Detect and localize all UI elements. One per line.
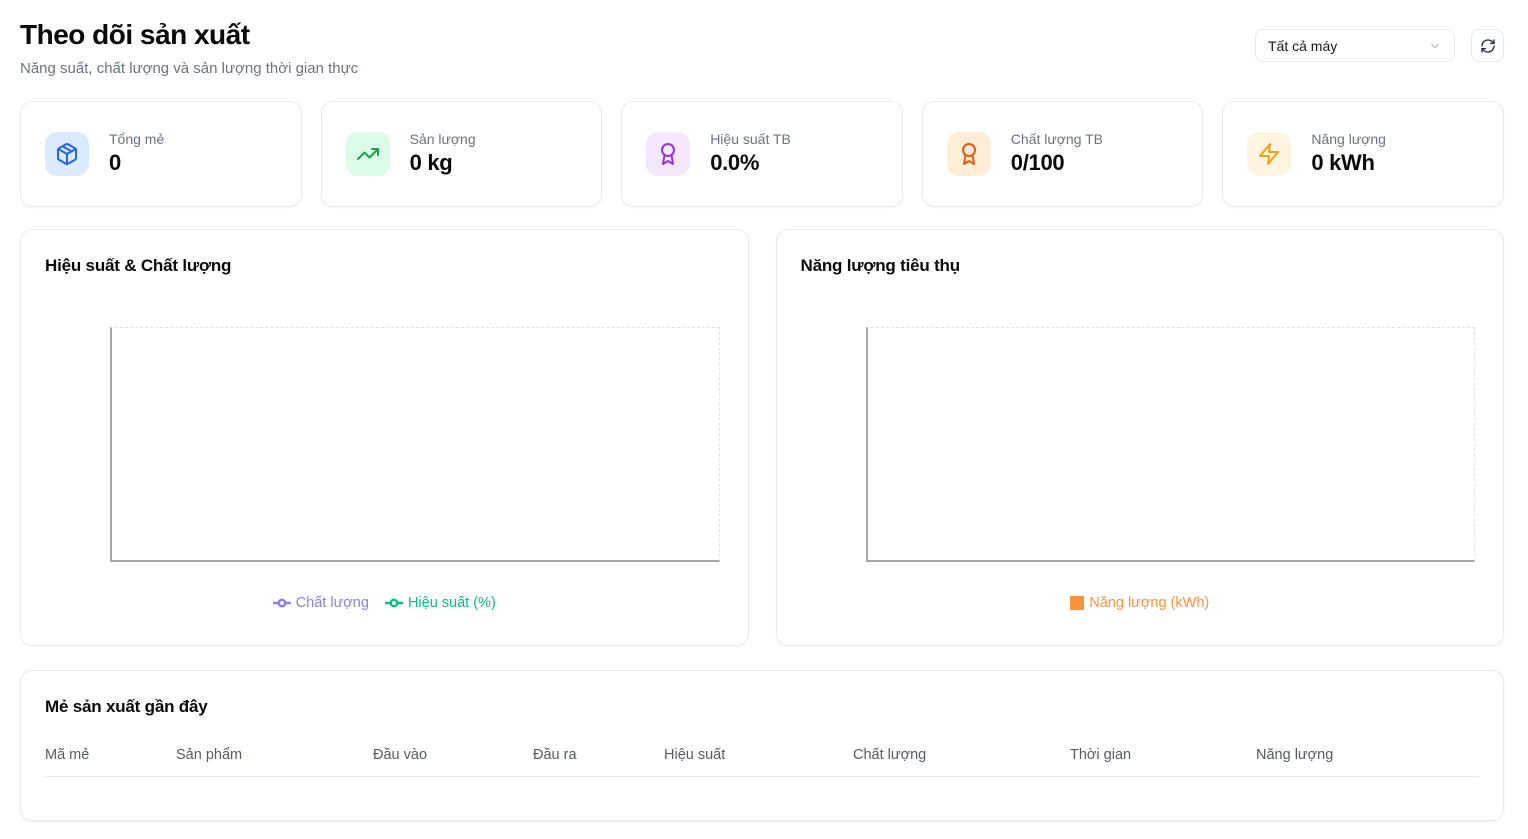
page-title: Theo dõi sản xuất <box>20 19 250 50</box>
zap-icon <box>1247 131 1292 176</box>
performance-chart-plot-area <box>110 326 720 562</box>
stat-label: Chất lượng TB <box>1010 131 1104 148</box>
stat-label: Sản lượng <box>409 131 476 148</box>
legend-item-energy: Năng lượng (kWh) <box>1070 595 1209 611</box>
energy-chart-plot-area <box>865 326 1475 562</box>
stats-row: Tổng mẻ 0 Sản lượng 0 kg Hiệu suất TB 0.… <box>20 100 1504 207</box>
stat-value: 0 <box>109 150 121 176</box>
table-header-row: Mã mẻ Sản phẩm Đầu vào Đầu ra Hiệu suất … <box>45 746 1479 777</box>
refresh-button[interactable] <box>1471 29 1504 62</box>
page-header: Theo dõi sản xuất Năng suất, chất lượng … <box>20 18 1504 77</box>
energy-chart-legend: Năng lượng (kWh) <box>801 595 1480 611</box>
machine-filter-select[interactable]: Tất cả máy <box>1255 29 1455 62</box>
line-marker-icon <box>384 598 403 608</box>
stat-text: Sản lượng 0 kg <box>410 131 476 176</box>
recent-batches-panel: Mẻ sản xuất gần đây Mã mẻ Sản phẩm Đầu v… <box>20 669 1504 821</box>
legend-item-quality: Chất lượng <box>272 594 369 611</box>
recent-batches-title: Mẻ sản xuất gần đây <box>45 696 208 716</box>
energy-chart-panel: Năng lượng tiêu thụ Năng lượng (kWh) <box>775 228 1504 646</box>
stat-text: Tổng mẻ 0 <box>109 131 164 176</box>
performance-chart-panel: Hiệu suất & Chất lượng Chất lượng Hiệu s… <box>20 228 749 646</box>
machine-filter-value: Tất cả máy <box>1268 37 1338 54</box>
chevron-down-icon <box>1428 39 1442 53</box>
stat-label: Năng lượng <box>1311 131 1386 148</box>
line-marker-icon <box>272 598 291 608</box>
stat-value: 0 kg <box>409 150 453 176</box>
batches-table: Mã mẻ Sản phẩm Đầu vào Đầu ra Hiệu suất … <box>45 746 1479 777</box>
stat-text: Năng lượng 0 kWh <box>1311 131 1386 176</box>
column-header-input: Đầu vào <box>373 746 533 777</box>
stat-label: Tổng mẻ <box>109 131 165 148</box>
toolbar: Tất cả máy <box>1255 29 1504 62</box>
performance-chart-legend: Chất lượng Hiệu suất (%) <box>45 595 724 611</box>
stat-label: Hiệu suất TB <box>710 131 791 148</box>
award-icon <box>946 131 991 176</box>
column-header-time: Thời gian <box>1070 746 1256 777</box>
legend-label: Hiệu suất (%) <box>407 594 496 611</box>
stat-value: 0.0% <box>710 150 760 176</box>
column-header-yield: Hiệu suất <box>664 746 853 777</box>
stat-card-output: Sản lượng 0 kg <box>320 100 603 207</box>
package-icon <box>45 131 89 176</box>
square-marker-icon <box>1070 595 1085 610</box>
performance-chart-title: Hiệu suất & Chất lượng <box>45 255 232 275</box>
column-header-quality: Chất lượng <box>853 746 1070 777</box>
stat-value: 0/100 <box>1010 150 1065 176</box>
column-header-output: Đầu ra <box>533 746 664 777</box>
charts-row: Hiệu suất & Chất lượng Chất lượng Hiệu s… <box>20 228 1504 646</box>
column-header-product: Sản phẩm <box>176 746 373 777</box>
trending-up-icon <box>345 131 390 176</box>
stat-text: Hiệu suất TB 0.0% <box>710 131 791 176</box>
stat-card-avg-yield: Hiệu suất TB 0.0% <box>621 100 903 207</box>
refresh-icon <box>1480 38 1496 54</box>
legend-label: Năng lượng (kWh) <box>1089 594 1210 611</box>
legend-item-yield: Hiệu suất (%) <box>384 594 496 611</box>
energy-chart-title: Năng lượng tiêu thụ <box>800 255 961 275</box>
stat-card-avg-quality: Chất lượng TB 0/100 <box>921 100 1204 207</box>
stat-text: Chất lượng TB 0/100 <box>1011 131 1103 176</box>
column-header-energy: Năng lượng <box>1256 746 1479 777</box>
page-subtitle: Năng suất, chất lượng và sản lượng thời … <box>20 59 359 77</box>
award-icon <box>646 131 691 176</box>
stat-card-total-batches: Tổng mẻ 0 <box>20 100 302 207</box>
stat-card-energy: Năng lượng 0 kWh <box>1222 100 1504 207</box>
column-header-batch-code: Mã mẻ <box>45 746 176 777</box>
stat-value: 0 kWh <box>1311 150 1375 176</box>
header-text: Theo dõi sản xuất Năng suất, chất lượng … <box>20 18 358 77</box>
legend-label: Chất lượng <box>295 594 369 611</box>
